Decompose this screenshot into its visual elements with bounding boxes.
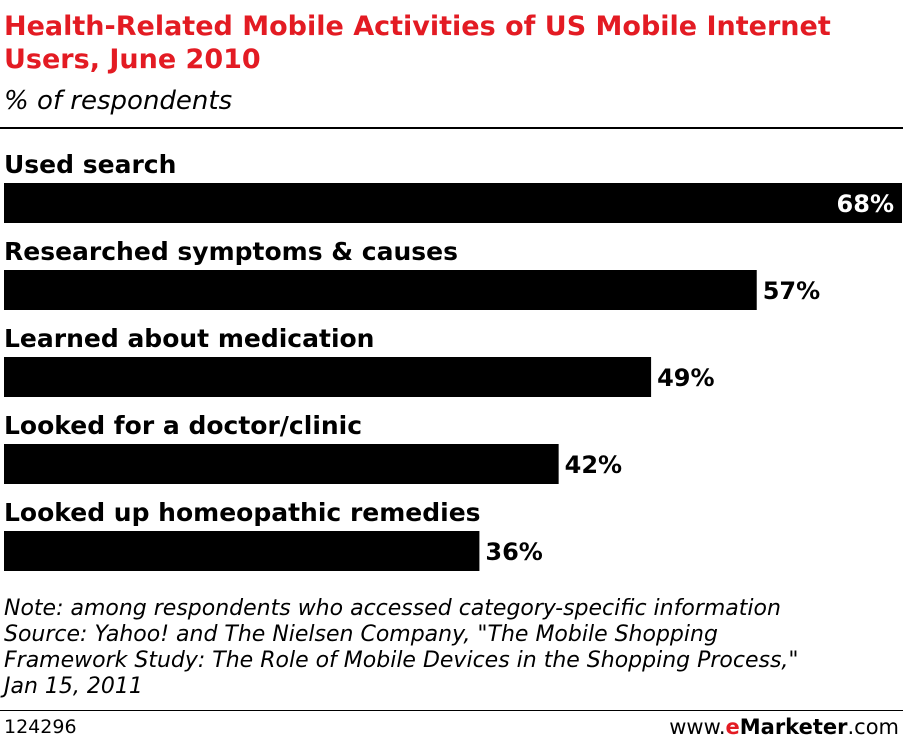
note-line: Note: among respondents who accessed cat…	[4, 596, 781, 621]
brand-suffix: .com	[847, 715, 899, 739]
chart-title: Health-Related Mobile Activities of US M…	[4, 11, 831, 75]
value-label: 57%	[763, 277, 820, 305]
source-line: Framework Study: The Role of Mobile Devi…	[4, 648, 799, 673]
bar	[4, 444, 559, 484]
chart-id: 124296	[4, 716, 77, 738]
category-label: Learned about medication	[4, 324, 374, 353]
chart-subtitle: % of respondents	[4, 86, 233, 116]
brand-accent-letter: e	[725, 715, 740, 739]
bottom-divider	[0, 710, 903, 711]
category-label: Used search	[4, 150, 176, 179]
brand-url[interactable]: www.eMarketer.com	[669, 715, 899, 739]
value-label: 68%	[837, 190, 894, 218]
bar	[4, 183, 902, 223]
value-label: 42%	[565, 451, 622, 479]
brand-name: Marketer	[739, 715, 848, 739]
source-date: Jan 15, 2011	[4, 674, 143, 699]
bar	[4, 270, 757, 310]
bar	[4, 357, 652, 397]
chart-note: Note: among respondents who accessed cat…	[4, 596, 894, 700]
category-label: Looked up homeopathic remedies	[4, 498, 481, 527]
source-line: Source: Yahoo! and The Nielsen Company, …	[4, 622, 718, 647]
value-label: 49%	[657, 364, 714, 392]
bar	[4, 531, 480, 571]
category-label: Looked for a doctor/clinic	[4, 411, 362, 440]
top-divider	[0, 127, 903, 129]
category-label: Researched symptoms & causes	[4, 237, 458, 266]
brand-prefix: www.	[669, 715, 726, 739]
value-label: 36%	[485, 538, 542, 566]
